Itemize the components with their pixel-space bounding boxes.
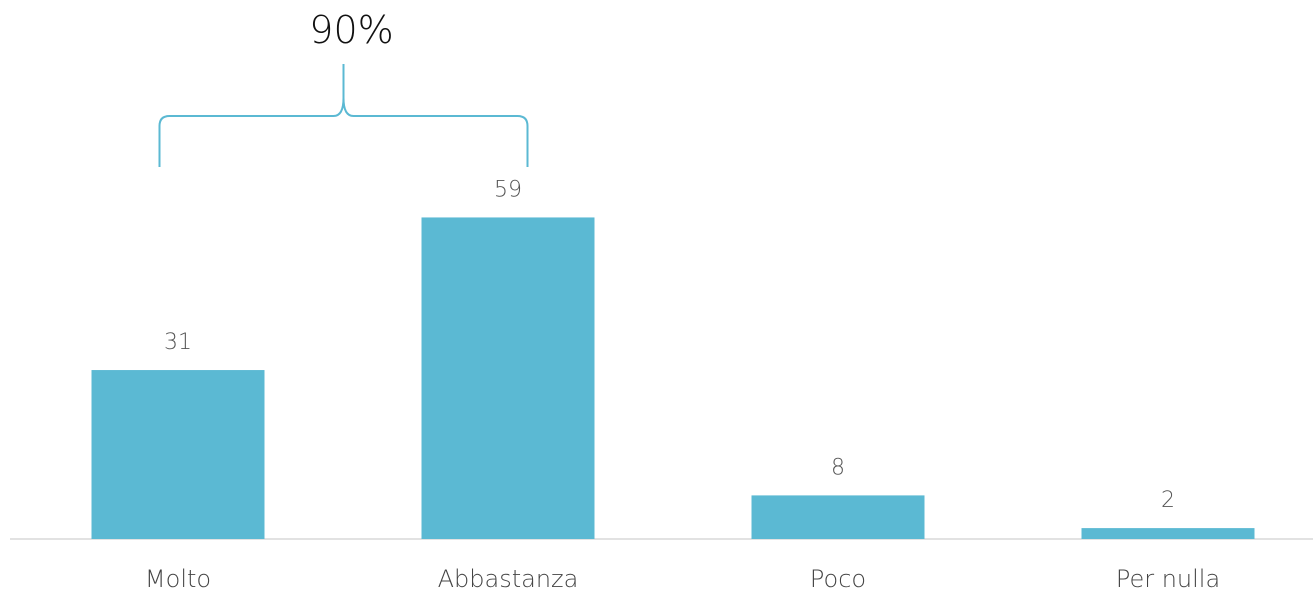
value-labels-group: 31 59 8 2 xyxy=(164,177,1175,513)
sum-bracket xyxy=(158,64,529,167)
value-label-molto: 31 xyxy=(164,330,192,355)
value-label-per-nulla: 2 xyxy=(1161,488,1175,513)
value-label-abbastanza: 59 xyxy=(494,177,522,202)
bars-group xyxy=(91,217,1255,539)
category-label-abbastanza: Abbastanza xyxy=(438,565,579,592)
bar-abbastanza xyxy=(421,217,595,539)
bar-poco xyxy=(751,495,925,539)
category-label-per-nulla: Per nulla xyxy=(1116,565,1220,592)
category-labels-group: Molto Abbastanza Poco Per nulla xyxy=(145,565,1220,592)
category-label-poco: Poco xyxy=(810,565,866,592)
bar-molto xyxy=(91,370,265,539)
bracket-total-label: 90% xyxy=(309,8,393,52)
value-label-poco: 8 xyxy=(831,455,845,480)
bar-per-nulla xyxy=(1081,528,1255,539)
category-label-molto: Molto xyxy=(145,565,211,592)
